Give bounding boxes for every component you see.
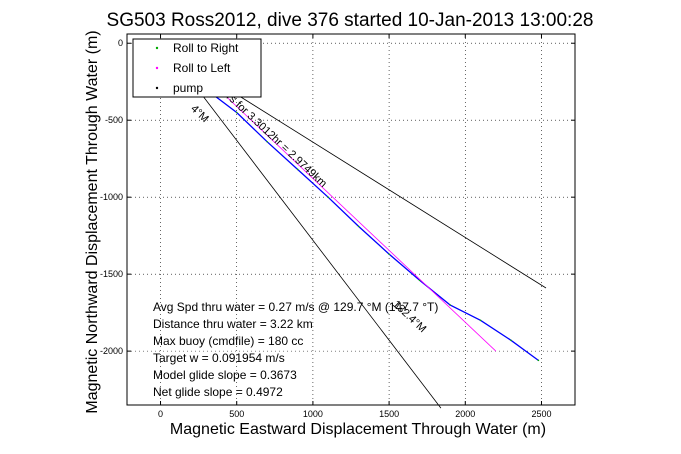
track-point bbox=[266, 140, 268, 143]
axes-box bbox=[126, 33, 576, 406]
x-tick-label: 0 bbox=[158, 409, 163, 419]
track-point bbox=[327, 196, 329, 198]
x-tick-label: 1000 bbox=[303, 409, 323, 419]
chart-title: SG503 Ross2012, dive 376 started 10-Jan-… bbox=[107, 10, 594, 31]
legend-box bbox=[132, 38, 262, 98]
y-tick-label: -1500 bbox=[100, 269, 123, 279]
legend-label: pump bbox=[173, 81, 203, 95]
stat-line: Net glide slope = 0.4972 bbox=[153, 385, 283, 399]
stat-line: Target w = 0.091954 m/s bbox=[153, 351, 285, 365]
stat-line: Distance thru water = 3.22 km bbox=[153, 317, 313, 331]
track-point bbox=[479, 319, 482, 322]
stat-line: Avg Spd thru water = 0.27 m/s @ 129.7 °M… bbox=[153, 300, 438, 314]
y-tick-label: -2000 bbox=[100, 346, 123, 356]
legend-marker bbox=[155, 86, 159, 90]
legend-marker bbox=[155, 66, 159, 70]
track-point bbox=[537, 359, 540, 362]
y-axis-label: Magnetic Northward Displacement Through … bbox=[84, 30, 101, 413]
legend-label: Roll to Left bbox=[173, 61, 231, 75]
y-tick-label: 0 bbox=[118, 38, 123, 48]
track-point bbox=[357, 225, 360, 228]
y-tick-label: -500 bbox=[105, 115, 123, 125]
legend-label: Roll to Right bbox=[173, 41, 239, 55]
legend-marker bbox=[155, 46, 159, 50]
ticks: 0 500 1000 1500 2000 2500 0 -500 -1000 -1500 -2000 bbox=[100, 34, 575, 419]
stat-line: Model glide slope = 0.3673 bbox=[153, 368, 297, 382]
track-point bbox=[235, 111, 238, 114]
track-point bbox=[510, 339, 512, 342]
series-line-reference bbox=[169, 52, 442, 409]
track-point bbox=[449, 304, 451, 306]
stats-block: Avg Spd thru water = 0.27 m/s @ 129.7 °M… bbox=[153, 300, 438, 399]
legend: Roll to Right Roll to Left pump bbox=[132, 38, 262, 98]
x-tick-label: 1500 bbox=[379, 409, 399, 419]
x-axis-label: Magnetic Eastward Displacement Through W… bbox=[170, 421, 546, 438]
track-point bbox=[388, 253, 390, 255]
track-point bbox=[296, 168, 299, 171]
x-tick-label: 2500 bbox=[531, 409, 551, 419]
x-tick-label: 500 bbox=[229, 409, 244, 419]
x-tick-label: 2000 bbox=[455, 409, 475, 419]
stat-line: Max buoy (cmdfile) = 180 cc bbox=[153, 334, 303, 348]
y-tick-label: -1000 bbox=[100, 192, 123, 202]
grid bbox=[127, 34, 575, 405]
